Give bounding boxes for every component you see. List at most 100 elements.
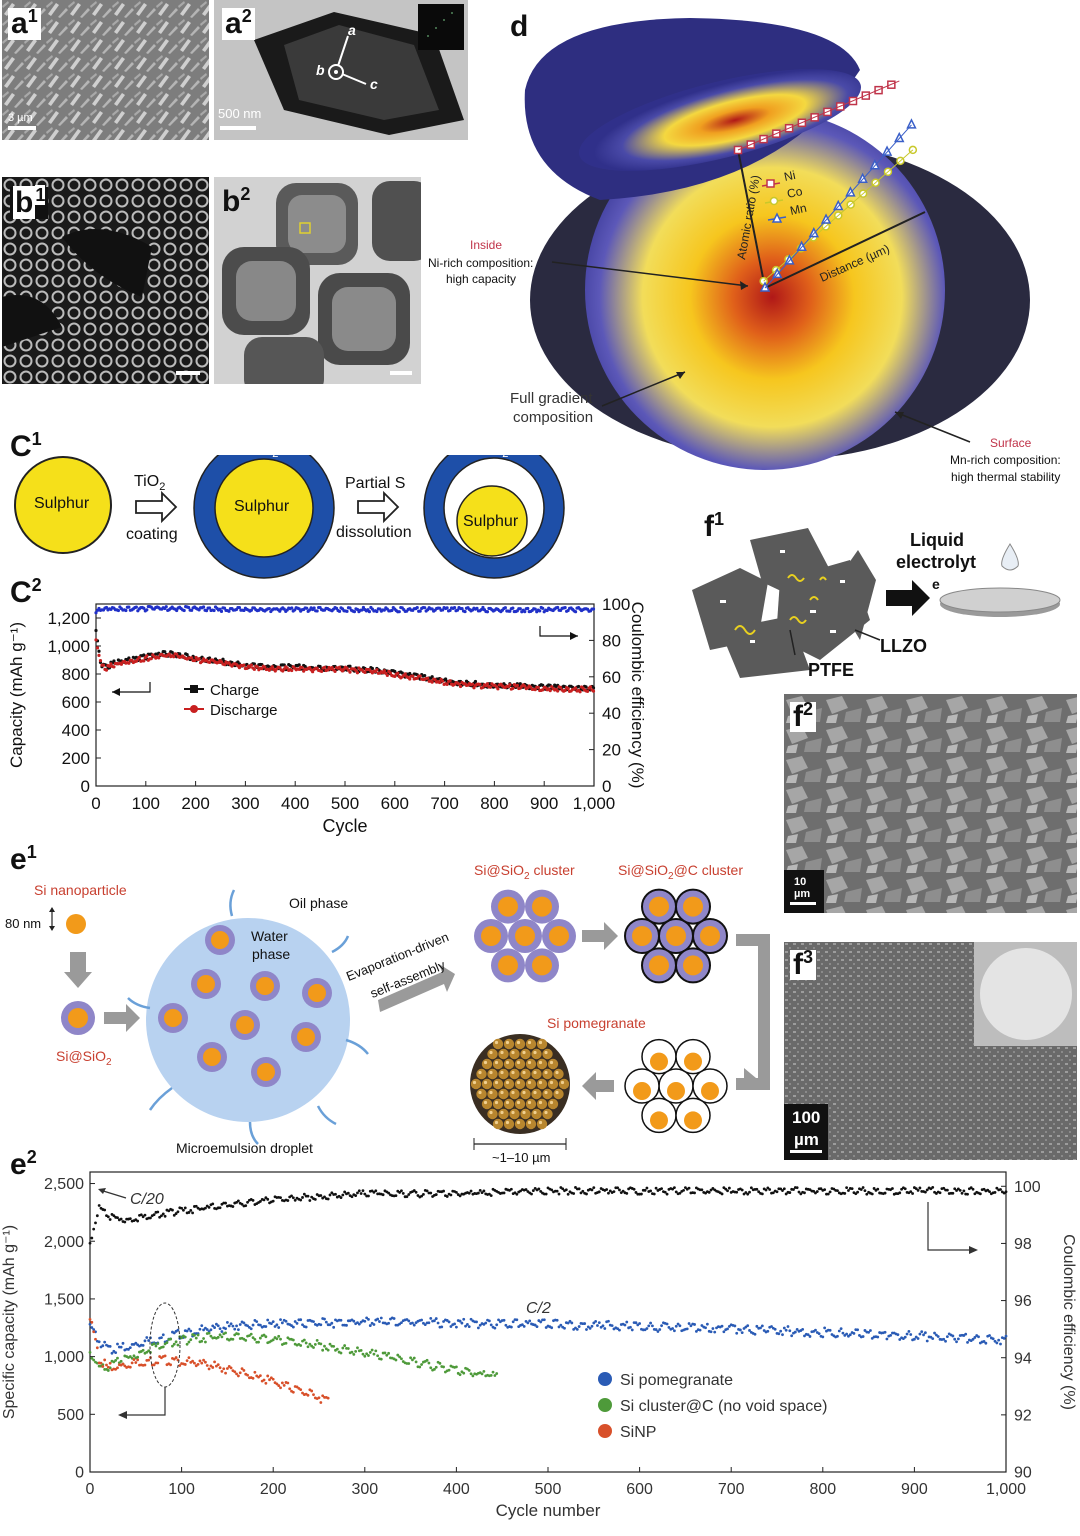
panel-label-e1: e1 [10, 842, 37, 876]
data-point [363, 1192, 367, 1196]
data-point [826, 1192, 830, 1196]
data-point [183, 1363, 187, 1366]
data-point [568, 1319, 572, 1323]
data-point [92, 1330, 96, 1334]
data-point [795, 1328, 799, 1331]
data-point [94, 628, 98, 633]
x-tick-label: 700 [430, 794, 458, 813]
data-point [264, 1325, 268, 1328]
data-point [430, 675, 434, 679]
data-point [191, 1211, 194, 1215]
data-point [962, 1189, 966, 1193]
series-coulombic-efficiency [94, 604, 596, 615]
data-point [359, 1348, 363, 1352]
data-point [302, 1192, 306, 1196]
data-point [542, 1318, 546, 1322]
size-label: 80 nm [5, 916, 42, 931]
pomegranate-bead [525, 1118, 537, 1130]
data-point [200, 659, 204, 664]
data-point [187, 1340, 191, 1344]
data-point [738, 1328, 742, 1332]
data-point [790, 1334, 794, 1338]
data-point [995, 1186, 999, 1190]
electron-label: e [932, 576, 940, 592]
data-point [623, 1323, 627, 1327]
data-point [219, 609, 224, 613]
data-point [326, 1197, 330, 1201]
data-point [667, 1325, 671, 1329]
data-point [1004, 1334, 1008, 1338]
panel-label-a1: a1 [8, 7, 41, 40]
data-point [434, 1317, 438, 1320]
data-point [258, 1374, 262, 1378]
data-point [103, 1340, 107, 1344]
x-axis-label: Cycle [322, 816, 367, 836]
data-point [301, 1196, 304, 1199]
data-point [387, 1191, 391, 1195]
data-point [508, 683, 512, 687]
legend-co-text: Co [786, 184, 804, 201]
data-point [883, 1191, 887, 1195]
data-point [279, 1386, 282, 1390]
data-point [387, 1351, 391, 1355]
data-point [315, 1338, 319, 1342]
data-point [114, 1359, 118, 1362]
data-point [161, 1212, 165, 1216]
data-point [445, 682, 449, 686]
data-point [577, 1325, 581, 1328]
data-point [183, 1206, 187, 1210]
data-point [608, 1189, 612, 1193]
pomegranate-bead [514, 1118, 526, 1130]
data-point [782, 1326, 786, 1330]
data-point [119, 1217, 123, 1221]
data-point [198, 1327, 202, 1331]
mn-point [820, 213, 832, 224]
data-point [836, 1334, 839, 1338]
data-point [740, 1188, 744, 1192]
data-point [591, 607, 596, 611]
data-point [936, 1335, 940, 1338]
data-point [861, 1335, 865, 1338]
data-point [202, 1337, 205, 1340]
data-point [88, 1322, 92, 1326]
data-point [856, 1190, 860, 1194]
data-point [233, 1370, 237, 1374]
data-point [610, 1324, 614, 1328]
data-point [201, 605, 206, 609]
pomegranate-bead [542, 1068, 553, 1080]
y-tick-label: 1,200 [47, 609, 90, 628]
data-point [251, 1198, 255, 1202]
data-point [334, 1192, 337, 1196]
data-point [508, 609, 512, 613]
data-point [183, 1335, 187, 1339]
data-point [541, 688, 545, 692]
data-point [416, 1194, 420, 1197]
data-point [200, 1339, 204, 1343]
data-point [647, 1324, 651, 1328]
tem-image-a2: a2 a b c 500 nm [214, 0, 468, 140]
data-point [305, 606, 309, 610]
data-point [465, 1323, 469, 1326]
data-point [526, 1321, 530, 1325]
data-point [147, 1358, 151, 1362]
data-point [299, 1388, 303, 1391]
data-point [106, 1365, 110, 1369]
data-point [258, 1200, 262, 1203]
pomegranate-bead [525, 1098, 537, 1110]
membrane-photo-disc [980, 948, 1072, 1040]
data-point [449, 1325, 453, 1328]
data-point [374, 1349, 378, 1353]
data-point [343, 1190, 347, 1194]
pomegranate-bead [503, 1078, 515, 1090]
data-point [319, 1323, 323, 1327]
panel-label-c1: C1 [10, 429, 42, 463]
data-point [226, 1321, 229, 1324]
data-point [368, 1351, 372, 1354]
data-point [411, 1321, 414, 1325]
data-point [172, 655, 176, 659]
data-point [793, 1330, 797, 1334]
data-point [271, 1320, 275, 1324]
data-point [363, 670, 367, 674]
pomegranate-bead [520, 1048, 531, 1060]
data-point [555, 1318, 559, 1322]
